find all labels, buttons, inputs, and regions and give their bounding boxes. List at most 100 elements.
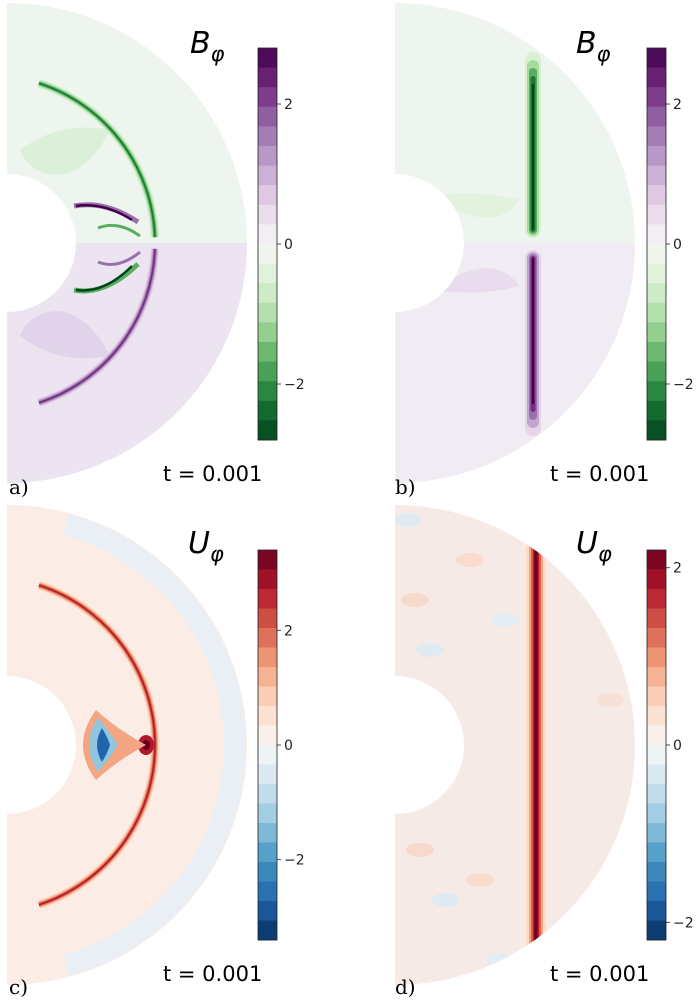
band-north-level [531, 84, 535, 230]
noise-patch [581, 893, 609, 907]
colorbar-tick-label: 0 [284, 738, 293, 754]
colorbar-level [258, 146, 277, 166]
colorbar-level [258, 106, 277, 127]
panel-label: c) [9, 975, 28, 999]
colorbar-level [647, 361, 666, 382]
colorbar-level [647, 165, 666, 186]
colorbar-level [647, 342, 666, 362]
colorbar-level [647, 745, 666, 765]
colorbar-level [647, 628, 666, 648]
panel-c: 2 0 −2 Uφ t = 0.001 c) [7, 505, 305, 999]
colorbar-level [647, 263, 666, 284]
colorbar-level [647, 67, 666, 88]
colorbar-tick-label: 0 [673, 237, 682, 253]
colorbar-level [258, 803, 277, 824]
colorbar-level [647, 106, 666, 127]
colorbar-level [258, 185, 277, 206]
colorbar-level [258, 784, 277, 804]
colorbar-tick-label: 2 [673, 97, 682, 113]
colorbar-level [647, 725, 666, 746]
band-level [534, 505, 538, 985]
colorbar-level [258, 628, 277, 648]
band-south-level [531, 258, 535, 404]
colorbar: 2 0 −2 [257, 549, 305, 941]
colorbar-level [647, 185, 666, 206]
colorbar-level [647, 901, 666, 921]
colorbar-tick-label: −2 [284, 377, 305, 393]
panel-b: 2 0 −2 Bφ t = 0.001 b) [395, 3, 694, 499]
colorbar-level [647, 283, 666, 304]
colorbar-level [258, 764, 277, 785]
colorbar-tick-label: 0 [673, 738, 682, 754]
colorbar-level [258, 589, 277, 609]
colorbar-level [647, 87, 666, 108]
panel-d: 2 0 −2 Uφ t = 0.001 d) [395, 505, 694, 999]
colorbar-level [258, 48, 277, 68]
inner-arc-north-core [75, 204, 133, 222]
panel-label: a) [9, 475, 29, 499]
colorbar-level [258, 842, 277, 863]
colorbar-level [258, 67, 277, 88]
colorbar-level [258, 87, 277, 108]
colorbar-level [647, 569, 666, 590]
colorbar-tick-label: 2 [673, 561, 682, 577]
colorbar-level [647, 686, 666, 707]
panel-title: Uφ [576, 526, 612, 566]
colorbar: 2 0 −2 [257, 47, 305, 441]
colorbar-level [647, 764, 666, 785]
colorbar-level [258, 283, 277, 304]
colorbar-level [647, 608, 666, 629]
colorbar-tick-label: −2 [673, 915, 694, 931]
colorbar-level [258, 881, 277, 902]
outer-rim [63, 514, 246, 976]
colorbar-level [647, 224, 666, 245]
inner-arc-south-core [75, 265, 133, 292]
colorbar-level [647, 784, 666, 804]
field-features [395, 505, 624, 985]
colorbar-level [647, 862, 666, 882]
colorbar-level [258, 667, 277, 687]
colorbar-level [647, 667, 666, 687]
colorbar-level [647, 400, 666, 421]
colorbar-level [258, 361, 277, 382]
colorbar-tick-label: 2 [284, 97, 293, 113]
bow-front [38, 584, 156, 906]
colorbar-level [258, 263, 277, 284]
colorbar-level [647, 302, 666, 323]
colorbar-level [647, 381, 666, 402]
inner-arc-north-green [97, 223, 141, 238]
colorbar-level [258, 322, 277, 343]
colorbar-level [647, 920, 666, 941]
colorbar-tick-label: 0 [284, 237, 293, 253]
colorbar-level [258, 920, 277, 941]
colorbar-level [258, 745, 277, 765]
colorbar-level [258, 725, 277, 746]
colorbar-level [647, 48, 666, 68]
colorbar-level [258, 862, 277, 882]
inner-crescent-core [97, 728, 110, 762]
noise-patch [456, 553, 484, 567]
noise-patch [596, 693, 624, 707]
panel-title: Uφ [188, 526, 224, 566]
panel-title: Bφ [576, 26, 611, 66]
colorbar-level [258, 569, 277, 590]
colorbar-level [258, 901, 277, 921]
colorbar-level [647, 842, 666, 863]
colorbar-level [258, 204, 277, 225]
noise-patch [431, 893, 459, 907]
noise-patch [395, 513, 422, 527]
colorbar-level [258, 126, 277, 147]
colorbar-level [258, 608, 277, 629]
noise-patch [406, 843, 434, 857]
colorbar-level [647, 706, 666, 726]
colorbar-level [258, 342, 277, 362]
colorbar-tick-label: 2 [284, 623, 293, 639]
colorbar-level [258, 420, 277, 441]
colorbar-level [258, 686, 277, 707]
time-label: t = 0.001 [163, 462, 262, 486]
colorbar-level [647, 647, 666, 668]
southern-region [395, 243, 635, 483]
northern-wisp [440, 193, 520, 218]
colorbar: 2 0 −2 [646, 549, 694, 941]
